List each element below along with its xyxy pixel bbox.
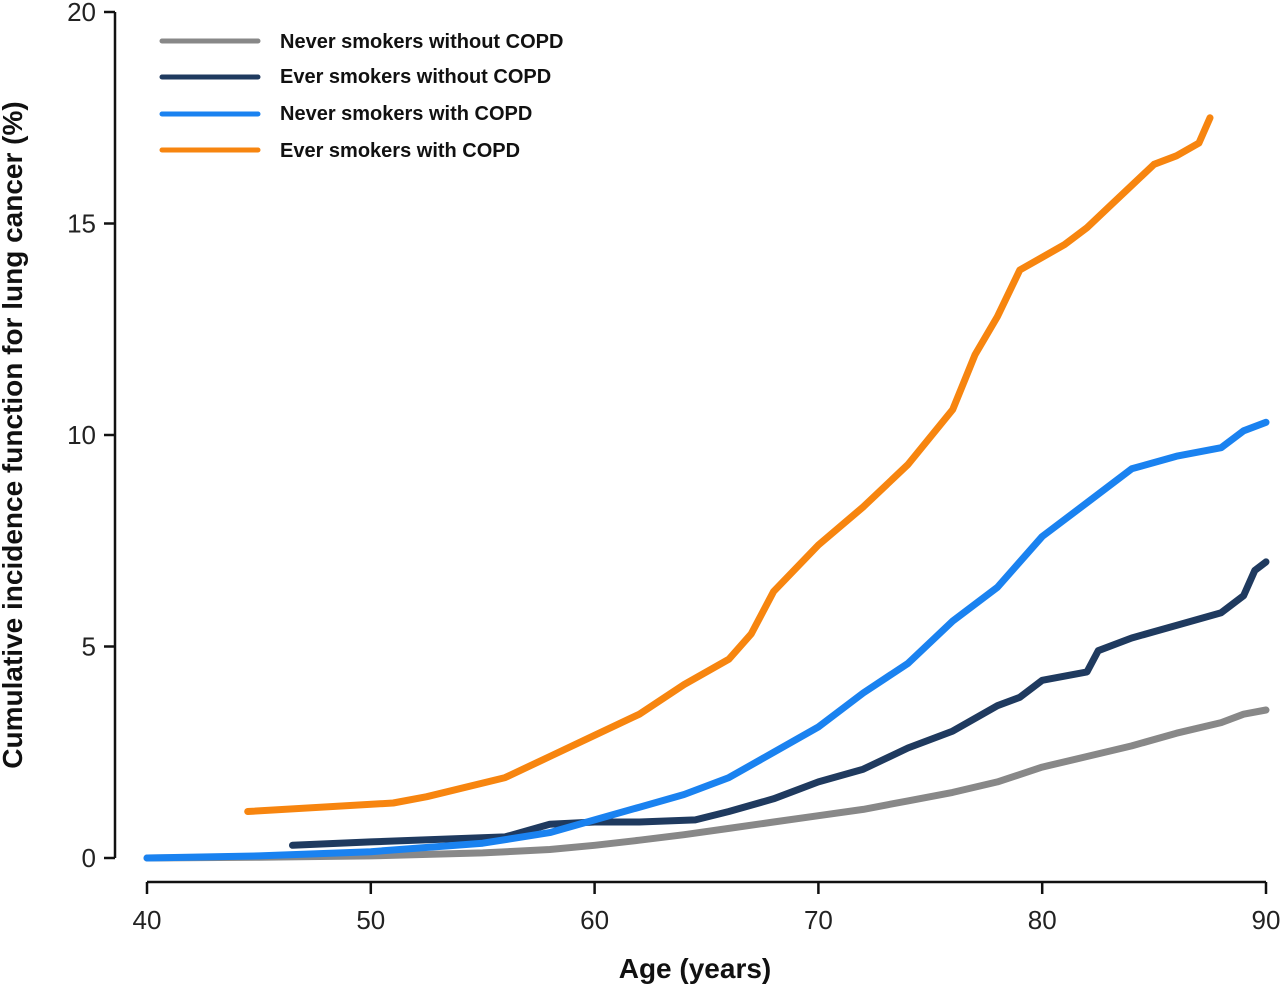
legend: Never smokers without COPD Ever smokers …	[159, 31, 563, 162]
series-line-0	[143, 706, 1270, 862]
y-tick-label-1: 5	[82, 632, 96, 662]
y-tick-label-3: 15	[67, 209, 96, 239]
y-axis-title: Cumulative incidence function for lung c…	[0, 101, 28, 768]
series-line-2	[143, 418, 1270, 862]
x-axis-title: Age (years)	[619, 953, 772, 984]
y-tick-label-4: 20	[67, 0, 96, 27]
y-tick-label-2: 10	[67, 420, 96, 450]
legend-label-3: Ever smokers with COPD	[280, 140, 520, 162]
x-ticks-group: 40 50 60 70 80 90	[133, 882, 1280, 935]
y-tick-label-0: 0	[82, 843, 96, 873]
x-tick-label-2: 60	[580, 905, 609, 935]
legend-label-2: Never smokers with COPD	[280, 103, 532, 125]
series-line-1	[289, 558, 1270, 849]
series-lines-group	[143, 114, 1270, 862]
x-tick-label-1: 50	[356, 905, 385, 935]
x-tick-label-0: 40	[133, 905, 162, 935]
x-tick-label-3: 70	[804, 905, 833, 935]
x-tick-label-5: 90	[1252, 905, 1280, 935]
legend-label-1: Ever smokers without COPD	[280, 66, 551, 88]
legend-label-0: Never smokers without COPD	[280, 31, 563, 53]
y-ticks-group: 0 5 10 15 20	[67, 0, 115, 873]
series-line-3	[244, 114, 1214, 815]
x-tick-label-4: 80	[1028, 905, 1057, 935]
